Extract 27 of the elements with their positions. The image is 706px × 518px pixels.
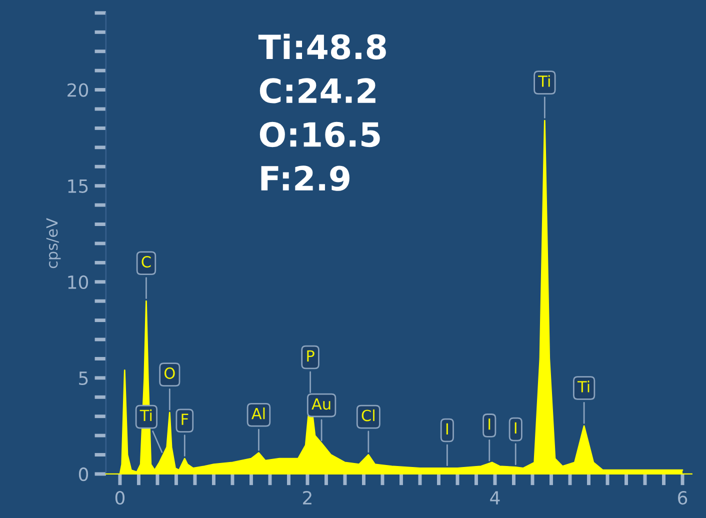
annotation: Cl — [362, 409, 374, 422]
annotation: Ti — [140, 409, 152, 422]
annotation: O:16.5 — [260, 122, 380, 148]
y-tick-label: 15 — [68, 180, 88, 193]
y-axis-title: cps/eV — [46, 218, 61, 268]
x-tick-label: 6 — [678, 490, 688, 505]
annotation: F:2.9 — [261, 166, 350, 191]
annotation: Ti — [577, 380, 590, 392]
annotation: P — [307, 350, 314, 362]
annotation: I — [488, 418, 490, 430]
annotation: C:24.2 — [260, 78, 376, 104]
annotation: Ti — [538, 75, 550, 87]
annotation: C — [142, 256, 151, 268]
y-tick-label: 0 — [78, 467, 88, 482]
x-tick-label: 0 — [115, 490, 125, 505]
annotation: F — [182, 414, 188, 425]
annotation: Al — [251, 408, 265, 420]
annotation: Ti:48.8 — [258, 34, 386, 60]
annotation: Au — [312, 398, 330, 410]
y-tick-label: 10 — [68, 275, 88, 289]
annotation: I — [446, 423, 448, 434]
x-tick-label: 2 — [303, 490, 312, 504]
annotation: O — [164, 367, 175, 379]
annotation: I — [514, 422, 516, 434]
y-tick-label: 5 — [79, 372, 88, 386]
x-tick-label: 4 — [490, 491, 500, 504]
y-tick-label: 20 — [68, 83, 88, 97]
